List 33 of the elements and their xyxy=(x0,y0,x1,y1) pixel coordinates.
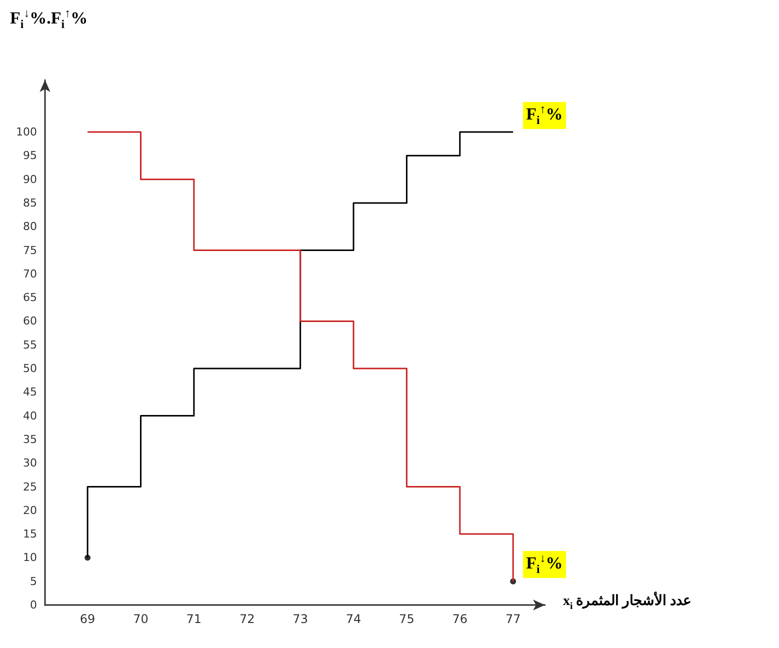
y-tick-label: 35 xyxy=(23,432,37,446)
x-tick-label: 70 xyxy=(133,612,148,626)
x-tick-label: 74 xyxy=(346,612,362,626)
y-axis-title: F$_{i}$$^{↓}$%.F$_{i}$$^{↑}$% xyxy=(10,6,88,32)
x-tick-label: 69 xyxy=(80,612,96,626)
y-tick-label: 10 xyxy=(23,551,37,564)
y-tick-label: 40 xyxy=(23,409,37,422)
y-tick-label: 70 xyxy=(23,267,37,280)
y-tick-label: 80 xyxy=(23,220,37,234)
y-tick-label: 65 xyxy=(23,291,37,304)
y-tick-label: 75 xyxy=(23,244,37,257)
y-tick-label: 45 xyxy=(23,386,37,399)
y-tick-label: 20 xyxy=(23,504,37,517)
series-label: F$_{i}$$^{↓}$% xyxy=(523,551,566,578)
y-tick-label: 55 xyxy=(23,338,37,352)
y-tick-label: 85 xyxy=(23,196,37,210)
y-tick-label: 0 xyxy=(30,598,37,612)
y-tick-label: 15 xyxy=(23,528,37,541)
x-tick-label: 73 xyxy=(292,612,308,626)
y-tick-label: 30 xyxy=(23,456,37,470)
y-tick-label: 95 xyxy=(23,149,37,162)
x-tick-label: 77 xyxy=(505,612,521,626)
x-tick-label: 71 xyxy=(186,612,202,626)
x-tick-label: 76 xyxy=(452,612,468,626)
x-tick-label: 75 xyxy=(399,612,414,626)
y-tick-label: 25 xyxy=(23,480,37,494)
y-tick-label: 5 xyxy=(30,574,37,588)
y-tick-label: 50 xyxy=(23,362,37,376)
y-tick-label: 60 xyxy=(23,314,37,328)
y-tick-label: 100 xyxy=(16,126,37,139)
y-tick-label: 90 xyxy=(23,172,37,186)
x-tick-label: 72 xyxy=(239,612,255,626)
series-label: F$_{i}$$^{↑}$% xyxy=(523,102,566,129)
